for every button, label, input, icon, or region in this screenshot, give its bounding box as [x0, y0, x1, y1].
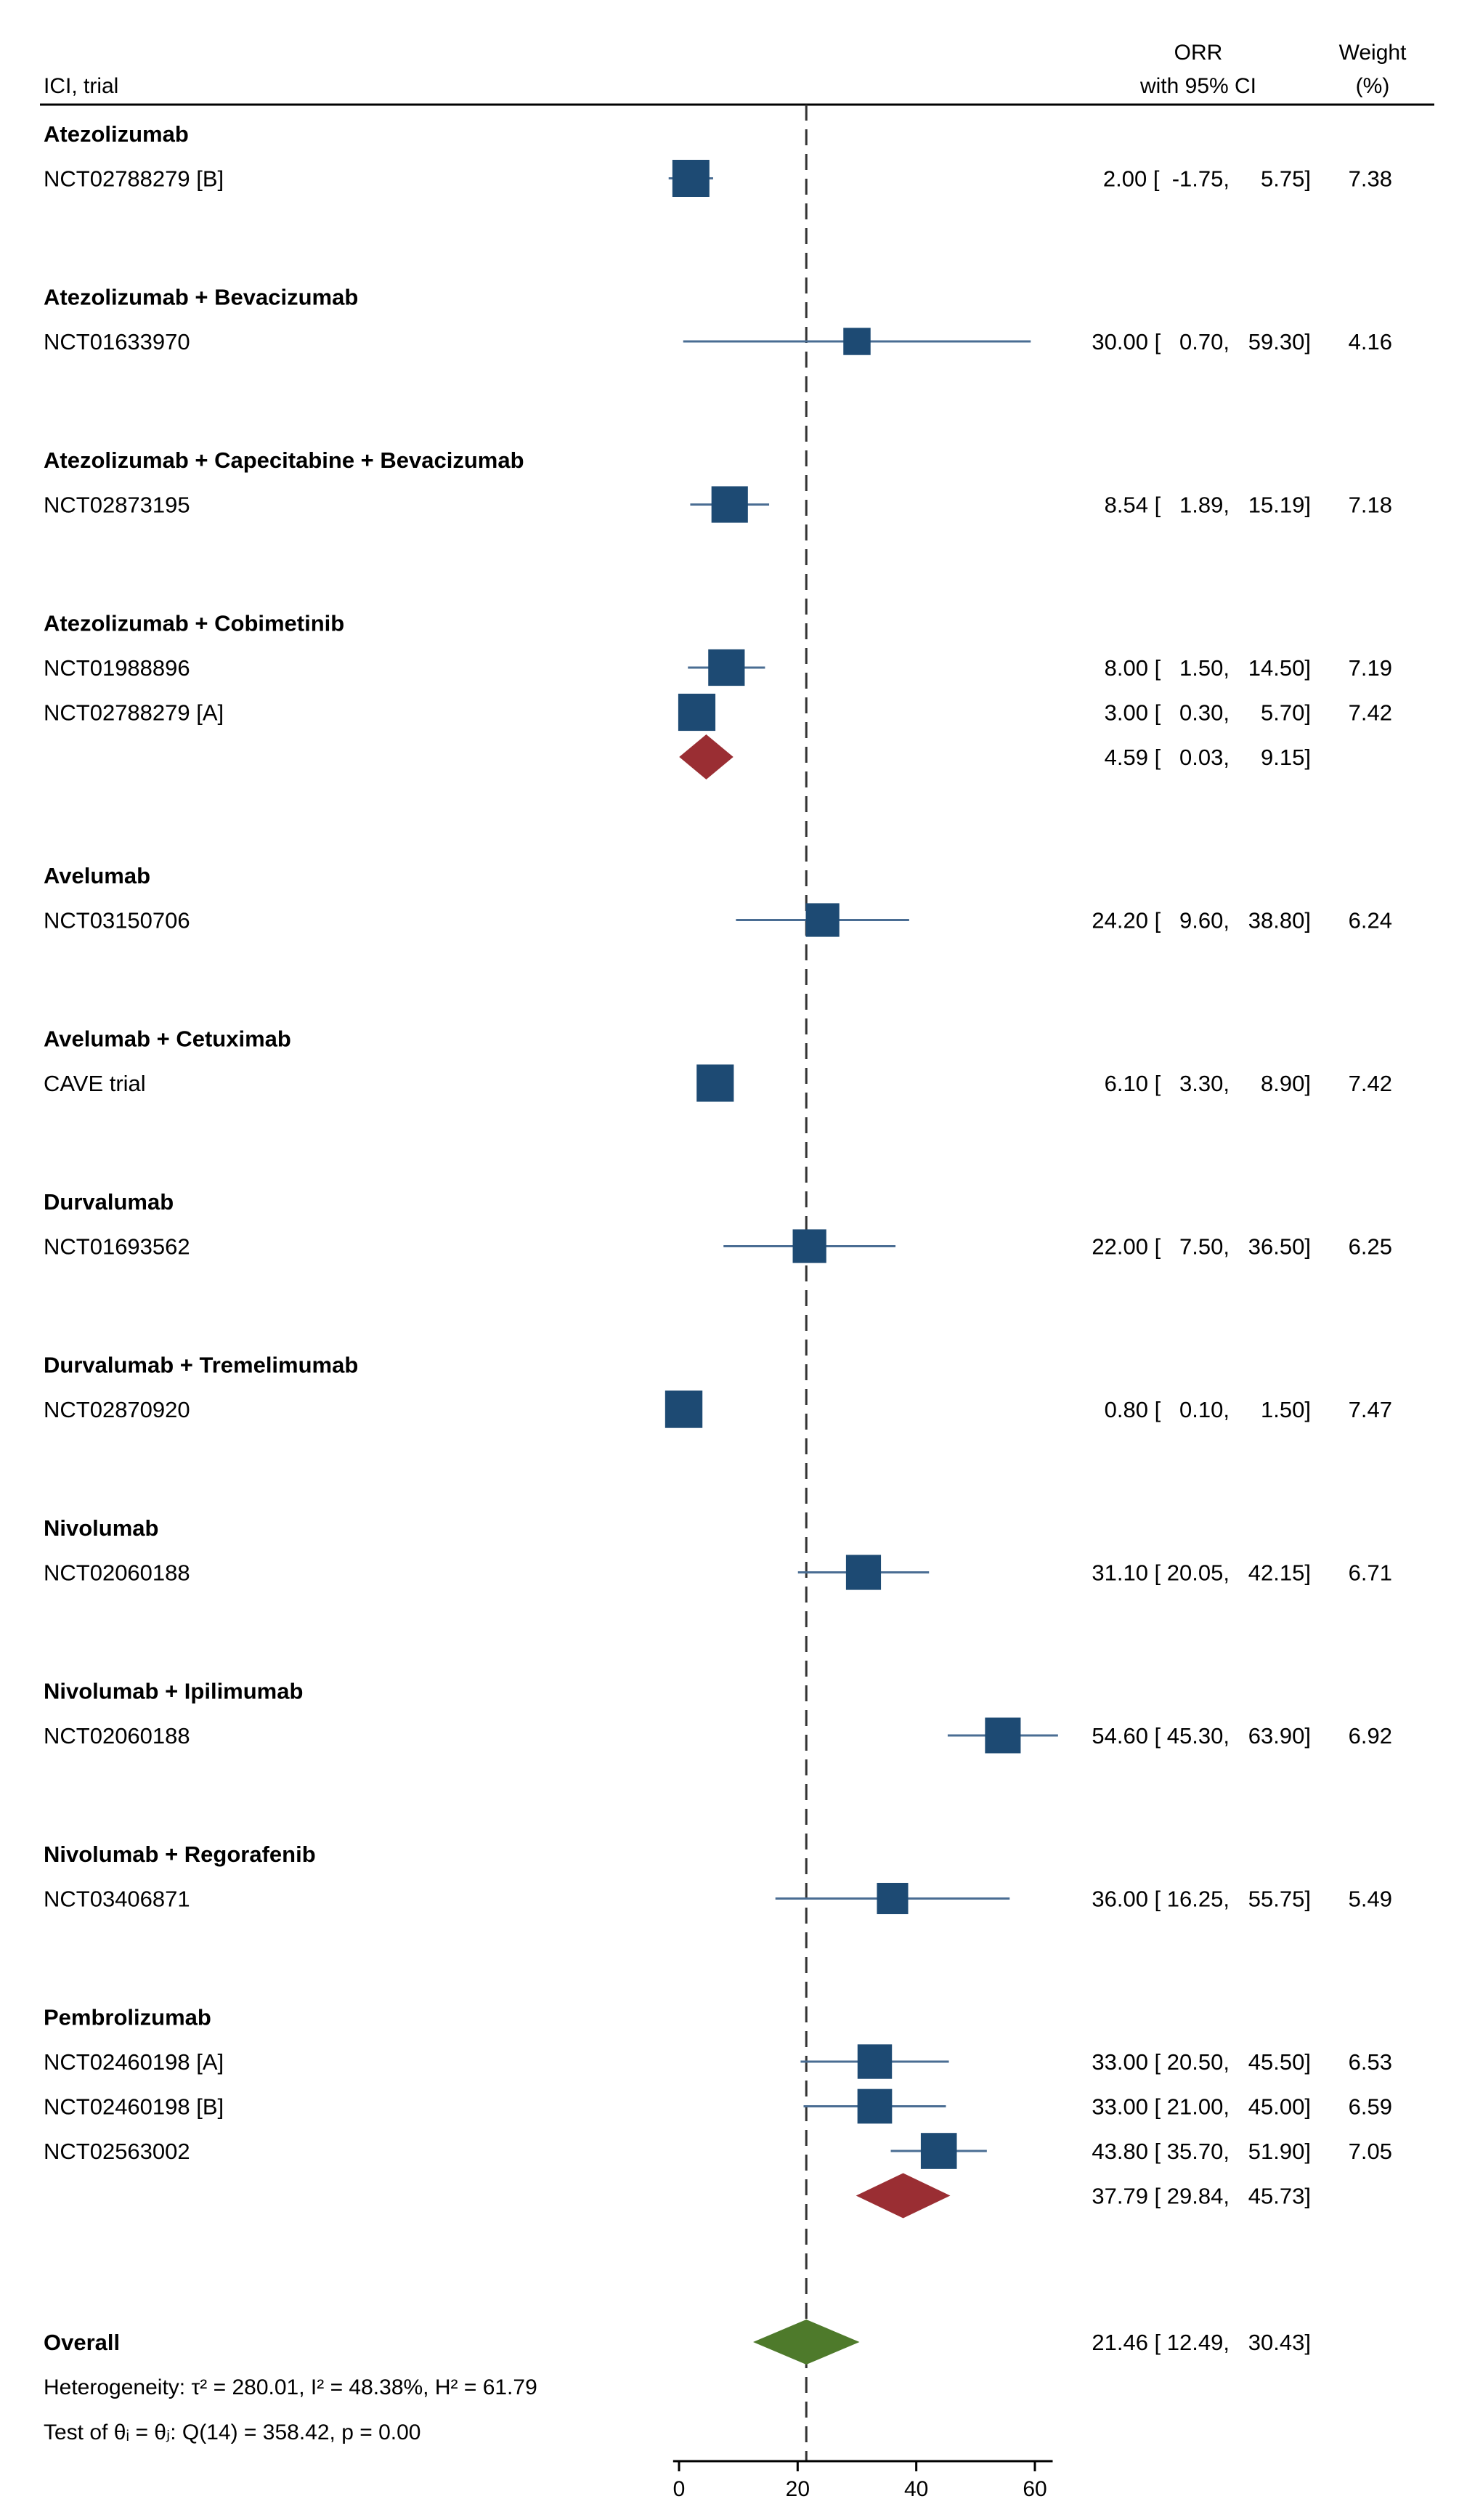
subgroup-estimate-ci: 4.59 [ 0.03, 9.15] — [1105, 745, 1311, 770]
study-weight: 7.19 — [1349, 655, 1392, 681]
x-axis-tick-label: 40 — [904, 2477, 928, 2501]
study-label: NCT02873195 — [44, 493, 190, 518]
group-label: Atezolizumab + Capecitabine + Bevacizuma… — [44, 447, 524, 473]
study-weight: 7.47 — [1349, 1397, 1392, 1422]
study-label: NCT02788279 [A] — [44, 700, 224, 726]
group-label: Atezolizumab — [44, 121, 189, 147]
study-weight: 5.49 — [1349, 1887, 1392, 1912]
study-weight: 7.05 — [1349, 2139, 1392, 2164]
group-label: Durvalumab — [44, 1189, 174, 1215]
study-label: NCT02460198 [B] — [44, 2094, 224, 2120]
study-estimate-ci: 8.00 [ 1.50, 14.50] — [1105, 655, 1311, 681]
study-label: NCT03150706 — [44, 908, 190, 933]
study-weight: 7.38 — [1349, 166, 1392, 192]
group-label: Atezolizumab + Bevacizumab — [44, 285, 358, 310]
header-effect-ci-label: with 95% CI — [1139, 74, 1256, 98]
study-label: CAVE trial — [44, 1071, 146, 1096]
group-label: Avelumab + Cetuximab — [44, 1026, 291, 1052]
study-estimate-ci: 43.80 [ 35.70, 51.90] — [1092, 2139, 1311, 2164]
group-label: Nivolumab — [44, 1515, 158, 1541]
study-marker — [985, 1717, 1021, 1754]
study-marker — [857, 2088, 893, 2124]
header-weight-label: Weight — [1339, 41, 1407, 65]
study-label: NCT03406871 — [44, 1887, 190, 1912]
study-marker — [920, 2133, 957, 2169]
group-label: Nivolumab + Regorafenib — [44, 1842, 316, 1867]
study-marker — [805, 903, 840, 937]
overall-estimate-ci: 21.46 [ 12.49, 30.43] — [1092, 2330, 1311, 2355]
study-weight: 7.18 — [1349, 493, 1392, 518]
study-estimate-ci: 30.00 [ 0.70, 59.30] — [1092, 329, 1311, 354]
study-weight: 6.24 — [1349, 908, 1392, 933]
subgroup-diamond — [856, 2173, 951, 2219]
study-weight: 6.53 — [1349, 2049, 1392, 2075]
study-marker — [696, 1064, 734, 1102]
study-weight: 6.25 — [1349, 1234, 1392, 1260]
overall-label: Overall — [44, 2330, 120, 2355]
study-estimate-ci: 31.10 [ 20.05, 42.15] — [1092, 1560, 1311, 1586]
overall-diamond — [753, 2320, 860, 2365]
x-axis-tick-label: 60 — [1023, 2477, 1047, 2501]
study-estimate-ci: 22.00 [ 7.50, 36.50] — [1092, 1234, 1311, 1260]
study-weight: 7.42 — [1349, 700, 1392, 726]
study-estimate-ci: 36.00 [ 16.25, 55.75] — [1092, 1887, 1311, 1912]
study-marker — [857, 2044, 893, 2079]
study-label: NCT02788279 [B] — [44, 166, 224, 192]
group-label: Atezolizumab + Cobimetinib — [44, 611, 344, 636]
study-label: NCT02060188 — [44, 1723, 190, 1749]
study-estimate-ci: 6.10 [ 3.30, 8.90] — [1105, 1071, 1311, 1096]
group-label: Avelumab — [44, 863, 150, 888]
study-estimate-ci: 24.20 [ 9.60, 38.80] — [1092, 908, 1311, 933]
study-label: NCT01693562 — [44, 1234, 190, 1260]
study-weight: 6.71 — [1349, 1560, 1392, 1586]
study-estimate-ci: 0.80 [ 0.10, 1.50] — [1105, 1397, 1311, 1422]
subgroup-estimate-ci: 37.79 [ 29.84, 45.73] — [1092, 2184, 1311, 2209]
study-estimate-ci: 54.60 [ 45.30, 63.90] — [1092, 1723, 1311, 1749]
heterogeneity-stats: Heterogeneity: τ² = 280.01, I² = 48.38%,… — [44, 2375, 537, 2399]
study-marker — [843, 328, 871, 355]
study-marker — [845, 1555, 882, 1590]
study-marker — [708, 649, 745, 686]
study-weight: 7.42 — [1349, 1071, 1392, 1096]
study-label: NCT02460198 [A] — [44, 2049, 224, 2075]
study-estimate-ci: 33.00 [ 21.00, 45.00] — [1092, 2094, 1311, 2120]
study-estimate-ci: 8.54 [ 1.89, 15.19] — [1105, 493, 1311, 518]
study-weight: 4.16 — [1349, 329, 1392, 354]
group-label: Pembrolizumab — [44, 2005, 211, 2030]
x-axis-tick-label: 20 — [786, 2477, 810, 2501]
homogeneity-test: Test of θᵢ = θⱼ: Q(14) = 358.42, p = 0.0… — [44, 2420, 420, 2444]
study-label: NCT02563002 — [44, 2139, 190, 2164]
group-label: Durvalumab + Tremelimumab — [44, 1353, 358, 1378]
study-marker — [877, 1882, 909, 1915]
study-marker — [672, 160, 710, 197]
study-label: NCT02870920 — [44, 1397, 190, 1422]
study-estimate-ci: 2.00 [ -1.75, 5.75] — [1103, 166, 1311, 192]
study-marker — [792, 1229, 826, 1263]
header-effect-label: ORR — [1174, 41, 1223, 65]
study-marker — [678, 693, 716, 732]
subgroup-diamond — [679, 734, 733, 779]
x-axis-tick-label: 0 — [673, 2477, 686, 2501]
header-left-label: ICI, trial — [44, 74, 118, 98]
study-label: NCT01988896 — [44, 655, 190, 681]
study-weight: 6.92 — [1349, 1723, 1392, 1749]
study-marker — [711, 486, 748, 523]
study-marker — [665, 1390, 703, 1428]
study-estimate-ci: 3.00 [ 0.30, 5.70] — [1105, 700, 1311, 726]
header-weight-unit-label: (%) — [1356, 74, 1390, 98]
study-estimate-ci: 33.00 [ 20.50, 45.50] — [1092, 2049, 1311, 2075]
study-label: NCT02060188 — [44, 1560, 190, 1586]
group-label: Nivolumab + Ipilimumab — [44, 1679, 303, 1704]
study-label: NCT01633970 — [44, 329, 190, 354]
study-weight: 6.59 — [1349, 2094, 1392, 2120]
